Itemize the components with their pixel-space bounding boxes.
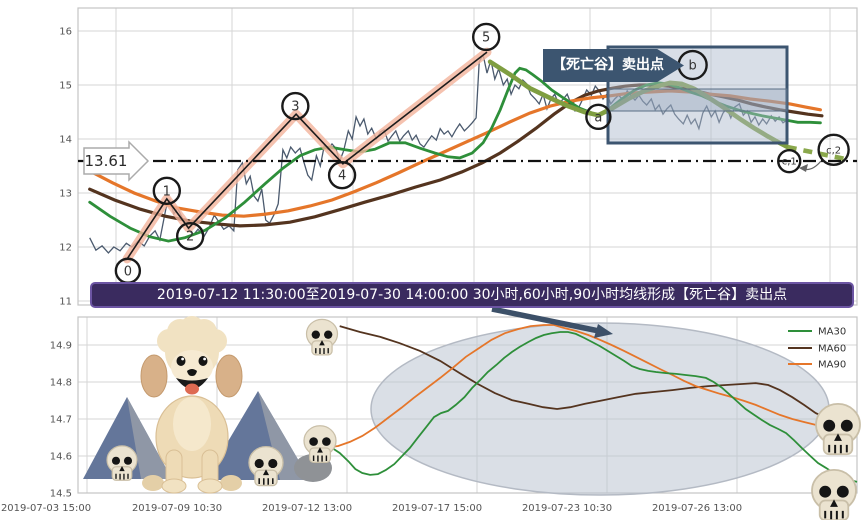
- legend: MA30 MA60 MA90: [788, 327, 846, 371]
- svg-text:5: 5: [482, 30, 490, 45]
- ytick: 13: [59, 189, 72, 200]
- bottom-x-axis: 2019-07-03 15:00 2019-07-09 10:30 2019-0…: [1, 503, 742, 514]
- poodle-eye: [198, 356, 208, 366]
- ma30-line-bottom: [331, 331, 858, 483]
- point-marker-a: a: [585, 103, 612, 131]
- point-marker-4: 4: [327, 160, 357, 190]
- trend-guide-dashed: [787, 144, 846, 162]
- zigzag-line: [126, 51, 488, 260]
- poodle-ear: [140, 354, 168, 398]
- skull-icon: [305, 318, 339, 356]
- svg-text:4: 4: [338, 169, 346, 184]
- poodle-paw: [161, 478, 187, 494]
- bottom-chart: 14.9 14.8 14.7 14.6 14.5 2019-07-03 15:0…: [1, 316, 862, 520]
- svg-text:2: 2: [186, 230, 194, 245]
- c2-pointer-arrow: [799, 160, 822, 172]
- svg-text:a: a: [594, 110, 602, 125]
- poodle-chest: [173, 397, 211, 451]
- poodle-nose: [187, 369, 197, 376]
- legend-label-ma30: MA30: [818, 327, 846, 338]
- poodle-tongue: [185, 383, 199, 395]
- svg-text:c,2: c,2: [826, 145, 841, 156]
- top-y-axis: 16 15 14 13 12 11: [59, 27, 72, 308]
- xtick: 2019-07-12 13:00: [262, 503, 352, 514]
- point-marker-3: 3: [281, 91, 310, 121]
- bottom-plot-frame: [77, 316, 858, 494]
- ytick: 14.9: [50, 341, 72, 352]
- xtick: 2019-07-26 13:00: [652, 503, 742, 514]
- poodle-ear: [215, 354, 243, 398]
- ytick: 14.8: [50, 378, 72, 389]
- ma60-line-top: [88, 83, 824, 228]
- hline-value-label: 13.61: [85, 152, 128, 170]
- range-annotation: 2019-07-12 11:30:00至2019-07-30 14:00:00 …: [90, 282, 854, 308]
- zone-inner-band: [607, 88, 788, 112]
- ytick: 14.7: [50, 415, 72, 426]
- price-line: [89, 52, 788, 254]
- sell-point-callout: 【死亡谷】卖出点: [543, 49, 684, 82]
- xtick: 2019-07-23 10:30: [522, 503, 612, 514]
- skull-icon: [814, 402, 862, 456]
- ytick: 12: [59, 243, 72, 254]
- ytick: 14.5: [50, 489, 72, 500]
- bottom-y-axis: 14.9 14.8 14.7 14.6 14.5: [50, 341, 72, 500]
- xtick: 2019-07-09 10:30: [132, 503, 222, 514]
- xtick: 2019-07-17 15:00: [392, 503, 482, 514]
- ma90-line-top: [88, 89, 823, 218]
- poodle-paw: [197, 478, 223, 494]
- point-marker-2: 2: [175, 221, 205, 251]
- svg-text:3: 3: [291, 100, 299, 115]
- trend-guide-line: [487, 59, 791, 150]
- svg-text:1: 1: [163, 184, 171, 199]
- poodle-illustration: [140, 316, 243, 494]
- ytick: 16: [59, 27, 72, 38]
- xtick: 2019-07-03 15:00: [1, 503, 91, 514]
- ytick: 15: [59, 81, 72, 92]
- highlight-ellipse: [370, 322, 830, 496]
- svg-text:c,1: c,1: [782, 157, 797, 168]
- annotation-arrow: [491, 306, 613, 338]
- poodle-eye: [176, 356, 186, 366]
- svg-text:0: 0: [124, 264, 132, 279]
- ytick: 11: [59, 297, 72, 308]
- ytick: 14: [59, 135, 72, 146]
- ma60-line-bottom: [339, 325, 851, 426]
- ytick: 14.6: [50, 452, 72, 463]
- ma90-line-bottom: [324, 324, 856, 449]
- legend-label-ma60: MA60: [818, 344, 846, 355]
- point-markers: 0 1 2 3 4 5 a b c,1 c,2: [114, 22, 850, 284]
- svg-text:b: b: [688, 59, 696, 74]
- hline-value-callout: 13.61: [83, 140, 150, 182]
- point-marker-5: 5: [471, 22, 501, 52]
- point-marker-1: 1: [152, 176, 182, 206]
- point-marker-c,1: c,1: [777, 148, 802, 174]
- skull-icon: [810, 468, 858, 520]
- point-marker-c,2: c,2: [817, 133, 850, 167]
- legend-label-ma90: MA90: [818, 360, 846, 371]
